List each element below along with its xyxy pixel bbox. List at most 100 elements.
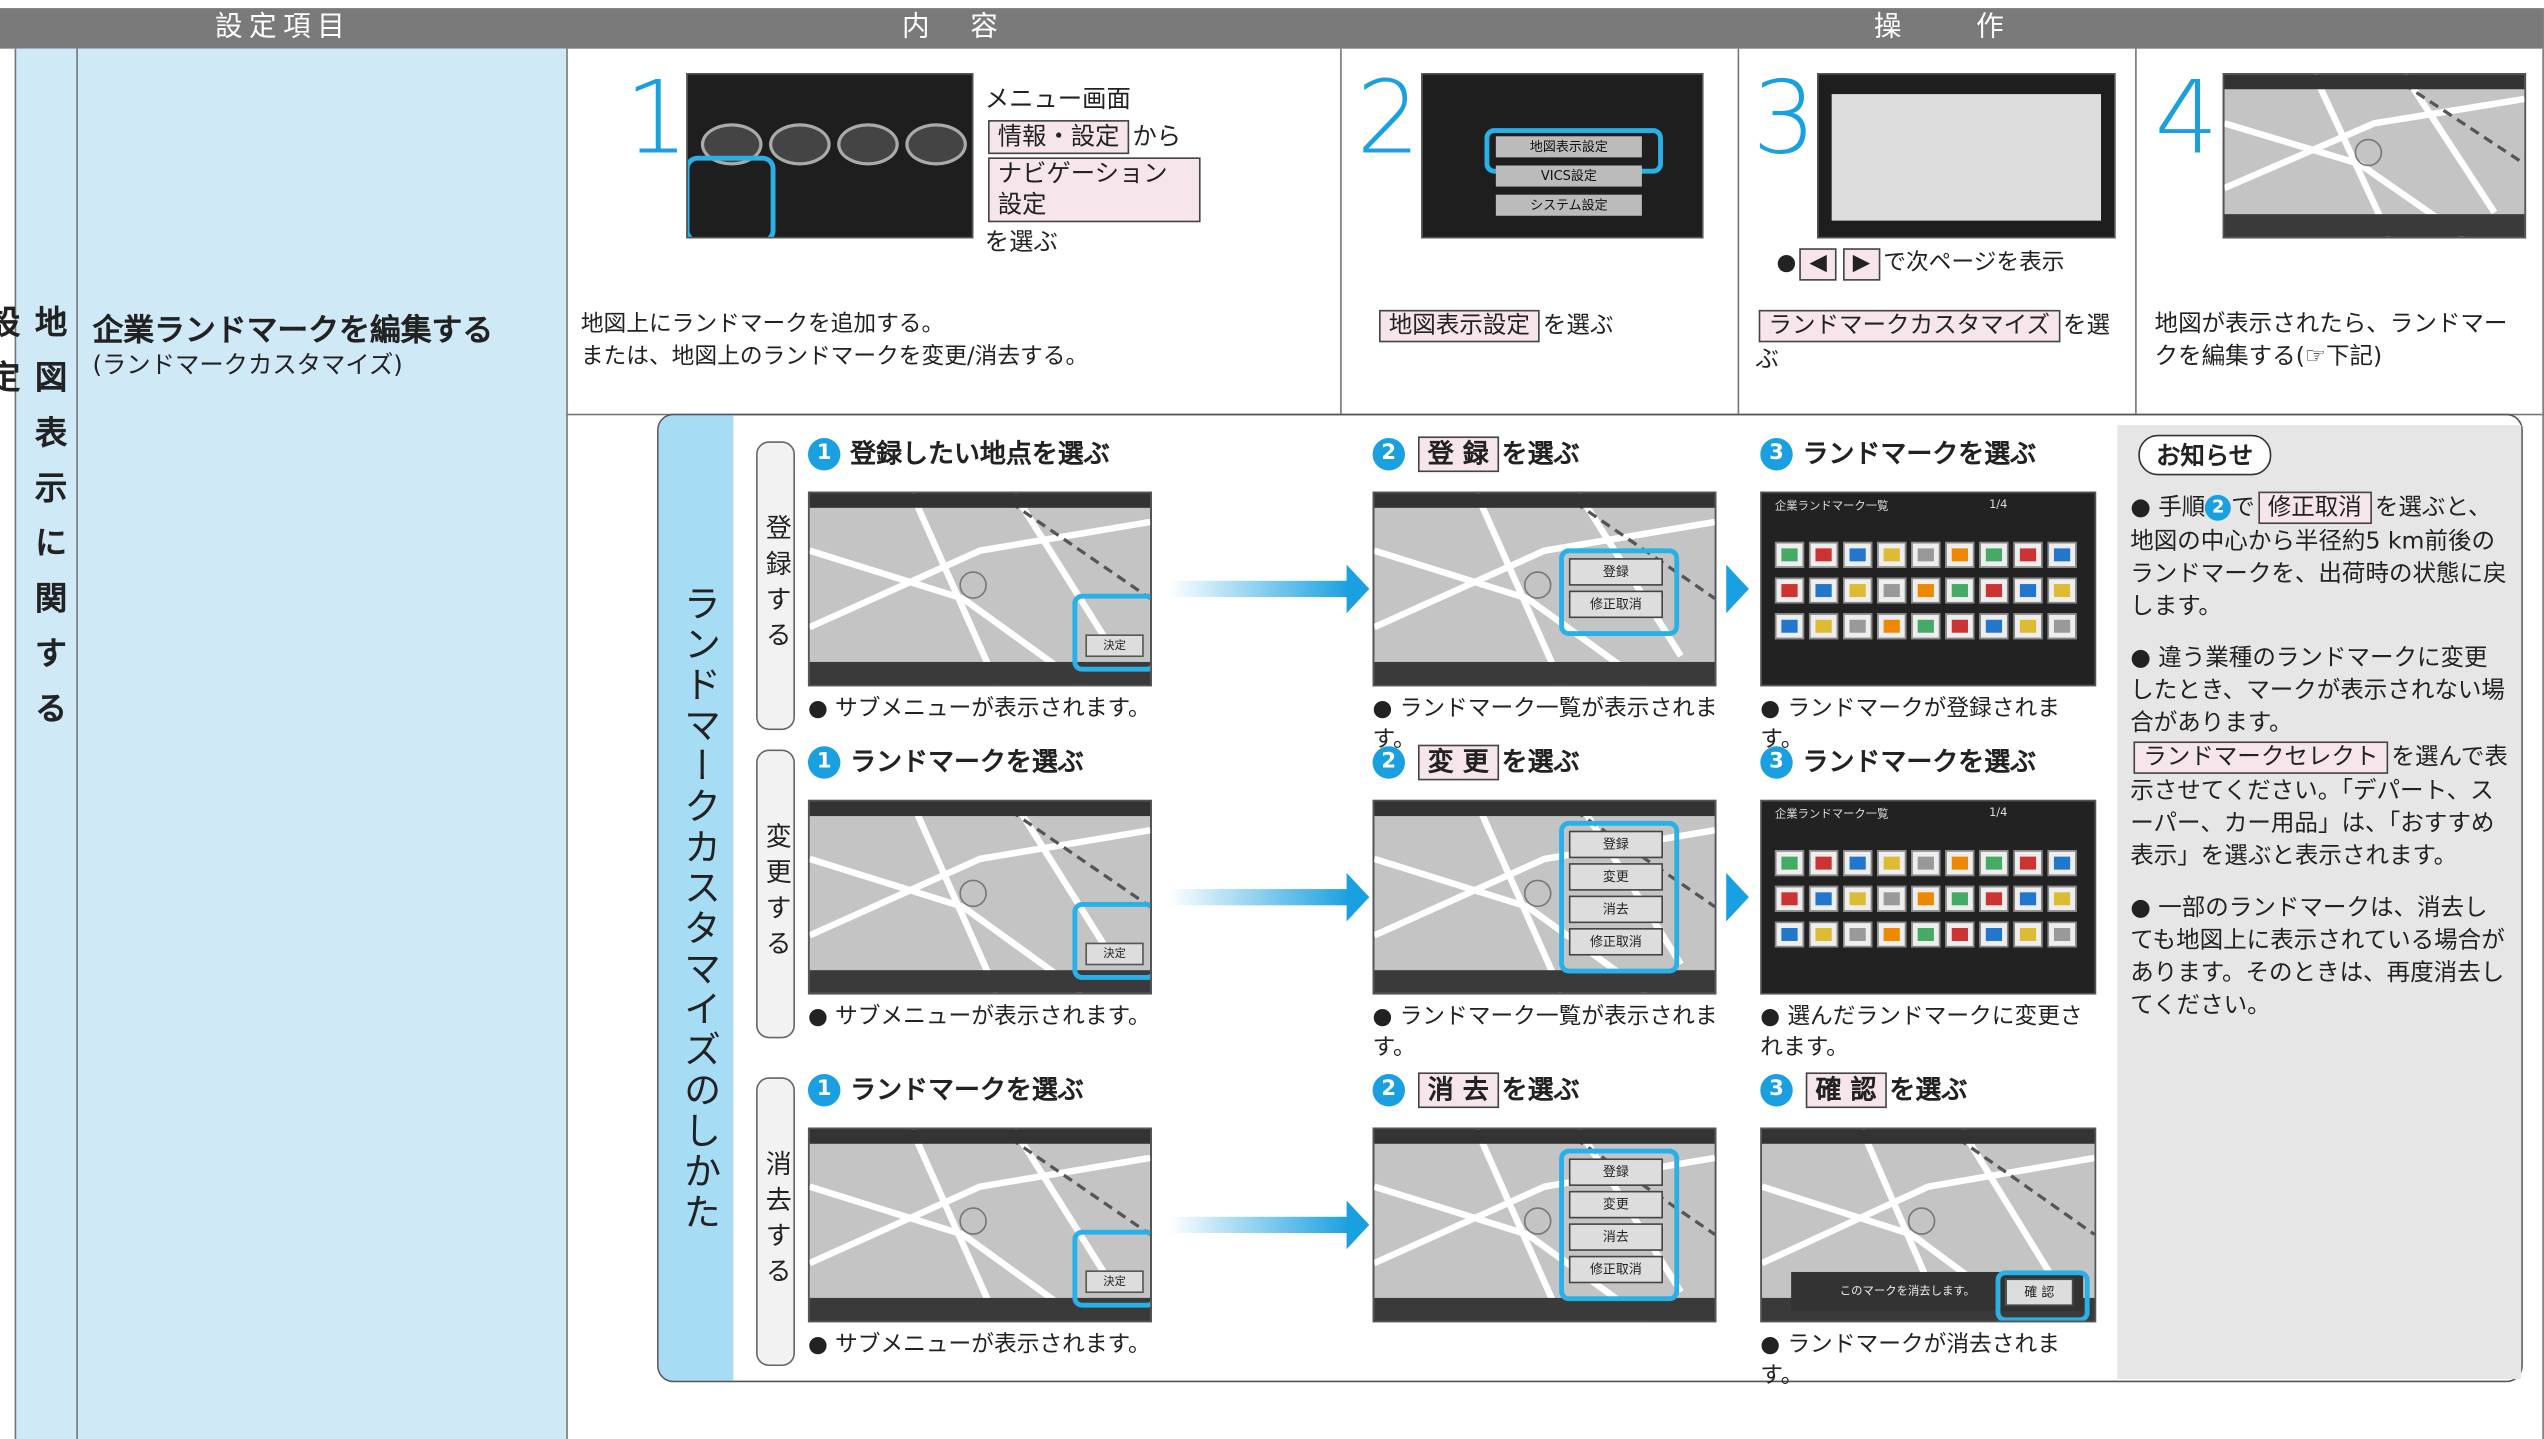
screen: 登録 修正取消 <box>1372 491 1717 687</box>
step-text: ランドマークカスタマイズ を選ぶ <box>1755 308 2125 376</box>
landmark-icon <box>2047 850 2077 877</box>
arrow-head <box>1346 872 1370 922</box>
landmark-icon <box>1945 613 1975 640</box>
caption: ● ランドマーク一覧が表示されます。 <box>1372 1004 1718 1062</box>
screen <box>2222 73 2527 239</box>
row-step-text: 登録したい地点を選ぶ <box>850 438 1110 469</box>
text: ● <box>1776 249 1797 276</box>
border <box>14 48 17 1439</box>
arrow <box>1168 1216 1350 1234</box>
screen: 決定 <box>807 1127 1152 1323</box>
caption: ● 選んだランドマークに変更されます。 <box>1760 1004 2083 1062</box>
row-step-header: 3 ランドマークを選ぶ <box>1760 435 2133 474</box>
step-number: 4 <box>2154 58 2219 177</box>
screen-menu-item: 修正取消 <box>1568 590 1663 619</box>
step-text: メニュー画面情報・設定 からナビゲーション設定を選ぶ <box>985 81 1204 261</box>
landmark-icon <box>2013 577 2043 604</box>
description-line: または、地図上のランドマークを変更/消去する。 <box>580 343 1089 370</box>
notice-title: お知らせ <box>2138 434 2271 476</box>
landmark-icon <box>1808 850 1839 877</box>
landmark-icon <box>1774 577 1805 604</box>
landmark-icon <box>1945 850 1975 877</box>
landmark-icon <box>1774 921 1805 948</box>
step-circle: 2 <box>1372 746 1405 779</box>
notice-item: ● 一部のランドマークは、消去しても地図上に表示されている場合があります。そのと… <box>2130 893 2510 1023</box>
category: 地図表示に関する設定 <box>0 305 69 747</box>
landmark-icon <box>1945 921 1975 948</box>
row-step-header: 2 消 去を選ぶ <box>1372 1071 1746 1110</box>
header-cell: 内 容 <box>902 11 1005 44</box>
screen-menu-item: 地図表示設定 <box>1495 136 1642 158</box>
landmark-icon <box>1843 921 1873 948</box>
header-bar <box>0 8 2544 49</box>
highlight <box>1072 1229 1151 1308</box>
step-number: 3 <box>1752 58 1817 177</box>
row-step-text: 確 認を選ぶ <box>1802 1072 1968 1109</box>
button-label: ランドマークセレクト <box>2133 741 2389 775</box>
highlight <box>687 155 776 237</box>
step-circle: 3 <box>1760 438 1793 471</box>
landmark-icon <box>1808 577 1839 604</box>
landmark-icon <box>1877 885 1907 912</box>
landmark-icon <box>2013 613 2043 640</box>
row-step-text: 消 去を選ぶ <box>1415 1072 1580 1109</box>
landmark-icon <box>1911 613 1941 640</box>
row-step-text: ランドマークを選ぶ <box>850 746 1084 777</box>
menu-icon <box>769 123 831 166</box>
button-label: ▶ <box>1843 248 1881 280</box>
screen-button: 決定 <box>1085 634 1144 658</box>
landmark-icon <box>1808 885 1839 912</box>
landmark-icon <box>2047 541 2077 568</box>
screen-menu-item: 修正取消 <box>1568 1255 1663 1284</box>
screen: 登録 変更 消去 修正取消 <box>1372 799 1717 995</box>
text: メニュー画面 <box>984 84 1131 114</box>
text: で次ページを表示 <box>1883 249 2065 276</box>
button-label: 消 去 <box>1417 1072 1499 1109</box>
arrow-head <box>1346 1200 1370 1250</box>
notice-items: ● 手順 2 で修正取消 を選ぶと、地図の中心から半径約5 km前後のランドマークを、… <box>2130 490 2510 1042</box>
screen-button: 決定 <box>1085 942 1144 966</box>
list-title: 企業ランドマーク一覧 <box>1774 499 1889 513</box>
header-cell: 操 作 <box>1873 11 2011 44</box>
landmark-icon <box>2047 885 2077 912</box>
landmark-icon <box>2047 921 2077 948</box>
screen-button: 決定 <box>1085 1270 1144 1294</box>
landmark-icon <box>1979 577 2009 604</box>
step-circle: 1 <box>807 438 841 471</box>
landmark-icon <box>1945 577 1975 604</box>
landmark-icon <box>1808 921 1839 948</box>
item-title: 企業ランドマークを編集する <box>92 313 494 349</box>
highlight <box>1559 548 1680 636</box>
screen-menu-item: 修正取消 <box>1568 928 1663 956</box>
landmark-icon <box>1877 541 1907 568</box>
procedure-box <box>657 413 2523 1383</box>
description-line: 地図上にランドマークを追加する。 <box>580 311 945 338</box>
button-label: 修正取消 <box>2258 491 2372 525</box>
screen <box>686 73 974 239</box>
landmark-icon <box>1774 541 1805 568</box>
text: を選ぶ <box>1755 313 2111 374</box>
landmark-icon <box>1945 885 1975 912</box>
caption: ● ランドマーク一覧が表示されます。 <box>1372 696 1718 753</box>
row-step-header: 1 ランドマークを選ぶ <box>807 1071 1181 1110</box>
caption: ● サブメニューが表示されます。 <box>807 1004 1151 1031</box>
text: を選ぶ <box>1889 1074 1968 1105</box>
row-step-text: ランドマークを選ぶ <box>1802 438 2036 469</box>
screen-menu-item: 登録 <box>1568 830 1663 859</box>
landmark-icon <box>1877 850 1907 877</box>
landmark-icon <box>1979 885 2009 912</box>
row-step-header: 3 ランドマークを選ぶ <box>1760 743 2133 782</box>
highlight <box>1559 1148 1680 1302</box>
arrow <box>1168 889 1350 906</box>
row-step-text: ランドマークを選ぶ <box>850 1074 1084 1105</box>
border <box>1340 48 1342 414</box>
screen: 企業ランドマーク一覧 1/4 <box>1760 799 2097 995</box>
landmark-icon <box>1911 885 1941 912</box>
landmark-icon <box>1979 613 2009 640</box>
landmark-icon <box>1843 850 1873 877</box>
step-number: 1 <box>624 58 689 177</box>
landmark-icon <box>1911 921 1941 948</box>
step-number: 2 <box>1356 58 1421 177</box>
text: ランドマークを選ぶ <box>1802 438 2037 469</box>
